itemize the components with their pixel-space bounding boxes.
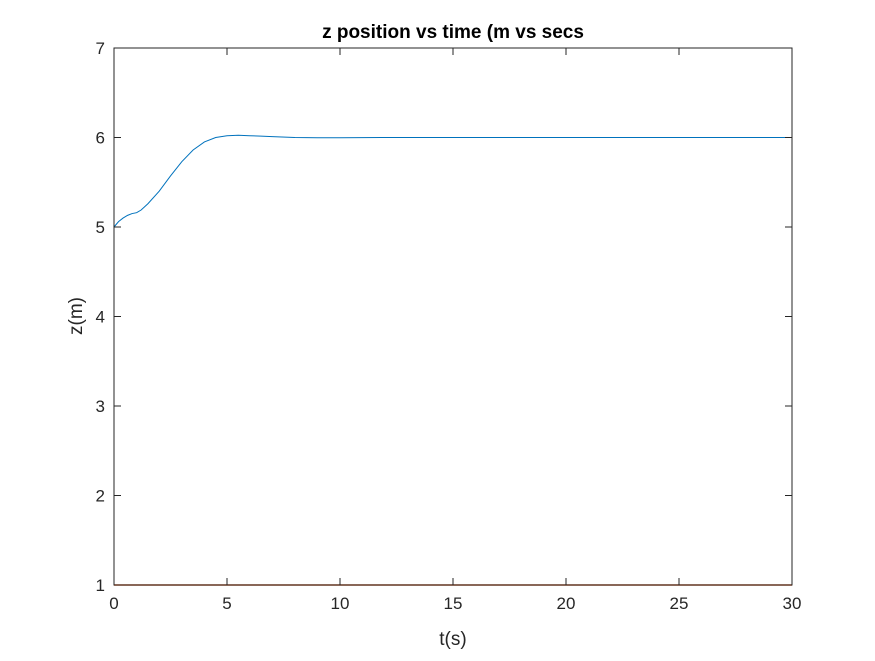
chart-title: z position vs time (m vs secs bbox=[322, 22, 584, 43]
y-tick-label: 6 bbox=[96, 129, 105, 148]
y-tick-label: 3 bbox=[96, 397, 105, 416]
x-tick-label: 20 bbox=[557, 594, 576, 613]
y-axis-label: z(m) bbox=[66, 297, 87, 335]
x-tick-label: 30 bbox=[783, 594, 802, 613]
y-tick-label: 4 bbox=[96, 308, 105, 327]
x-axis-ticks: 0 5 10 15 20 25 30 bbox=[109, 48, 801, 613]
y-tick-label: 2 bbox=[96, 487, 105, 506]
plot-area bbox=[114, 48, 792, 585]
x-tick-label: 5 bbox=[222, 594, 231, 613]
y-tick-label: 7 bbox=[96, 39, 105, 58]
y-tick-label: 1 bbox=[96, 576, 105, 595]
x-tick-label: 15 bbox=[444, 594, 463, 613]
x-tick-label: 25 bbox=[670, 594, 689, 613]
y-axis-ticks: 1 2 3 4 5 6 7 bbox=[96, 39, 792, 595]
y-tick-label: 5 bbox=[96, 218, 105, 237]
x-tick-label: 0 bbox=[109, 594, 118, 613]
series-1-line bbox=[113, 134, 792, 228]
x-tick-label: 10 bbox=[331, 594, 350, 613]
x-axis-label: t(s) bbox=[439, 629, 466, 650]
